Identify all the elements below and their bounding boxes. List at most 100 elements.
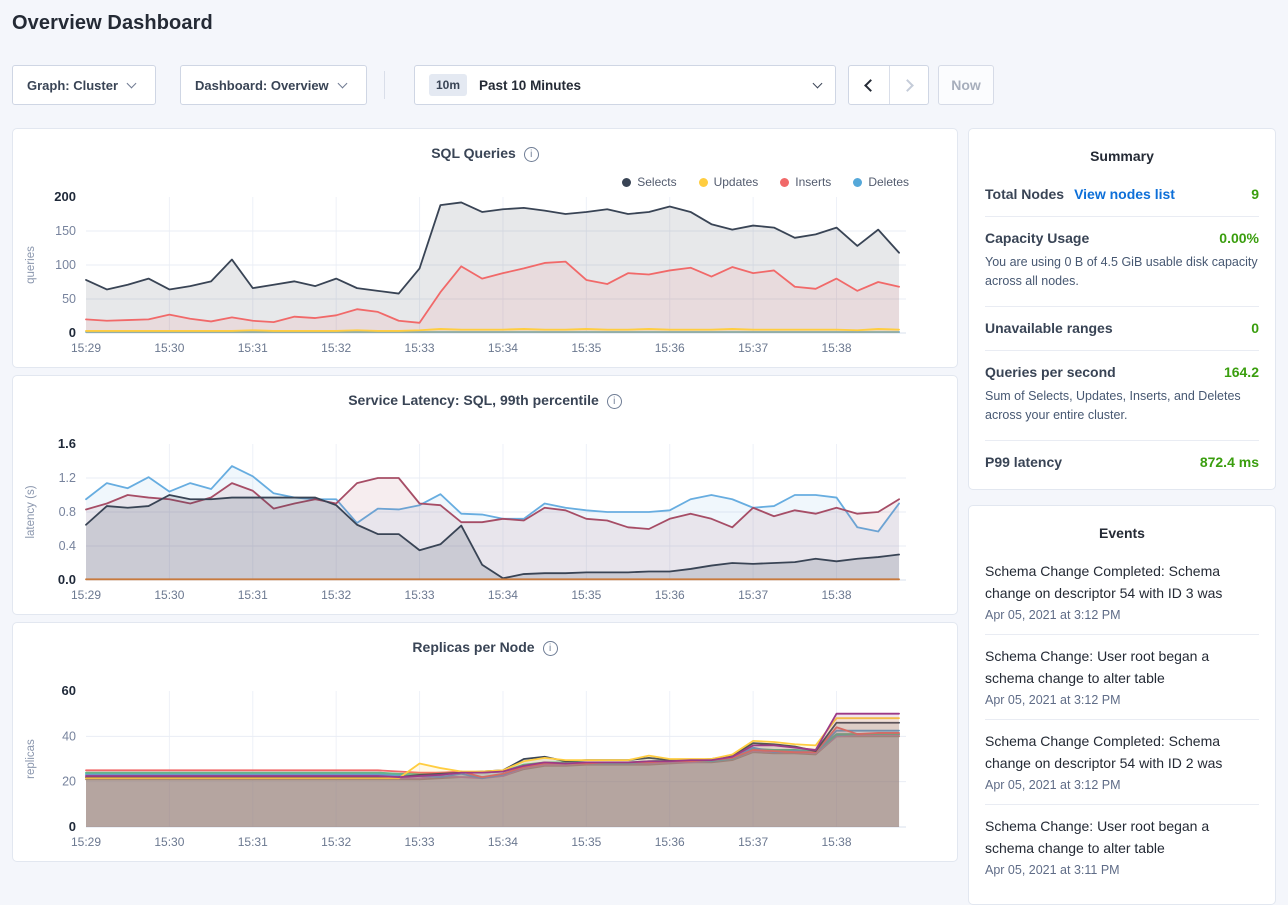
svg-text:15:32: 15:32 <box>321 588 351 602</box>
unavailable-ranges-label: Unavailable ranges <box>985 319 1113 336</box>
total-nodes-value: 9 <box>1251 186 1259 202</box>
event-text: Schema Change: User root began a schema … <box>985 647 1210 686</box>
svg-text:15:35: 15:35 <box>571 588 601 602</box>
qps-label: Queries per second <box>985 363 1116 380</box>
time-range-badge: 10m <box>429 74 468 96</box>
svg-text:15:30: 15:30 <box>154 341 184 355</box>
summary-row-unavailable: Unavailable ranges 0 <box>985 307 1259 351</box>
capacity-description: You are using 0 B of 4.5 GiB usable disk… <box>985 255 1258 289</box>
view-nodes-list-link[interactable]: View nodes list <box>1074 186 1175 202</box>
time-next-button[interactable] <box>888 66 929 104</box>
svg-text:15:38: 15:38 <box>821 588 851 602</box>
svg-text:0: 0 <box>69 325 76 340</box>
time-range-dropdown[interactable]: 10m Past 10 Minutes <box>414 65 836 105</box>
chevron-right-icon <box>900 78 914 92</box>
replicas-title: Replicas per Node <box>412 639 535 655</box>
chart-legend: Selects Updates Inserts Deletes <box>622 175 909 189</box>
svg-text:15:29: 15:29 <box>71 341 101 355</box>
svg-text:1.2: 1.2 <box>59 471 76 485</box>
legend-item-selects[interactable]: Selects <box>622 175 677 189</box>
svg-text:0.4: 0.4 <box>59 539 76 553</box>
svg-text:15:38: 15:38 <box>821 341 851 355</box>
event-text: Schema Change: User root began a schema … <box>985 817 1210 856</box>
svg-text:200: 200 <box>54 189 76 204</box>
chart-title: SQL Queries <box>13 145 957 162</box>
svg-text:150: 150 <box>55 224 76 238</box>
legend-item-inserts[interactable]: Inserts <box>780 175 831 189</box>
svg-text:15:34: 15:34 <box>488 341 518 355</box>
event-item[interactable]: Schema Change Completed: Schema change o… <box>985 550 1259 635</box>
capacity-value: 0.00% <box>1219 230 1259 246</box>
svg-text:0.0: 0.0 <box>58 572 76 587</box>
svg-text:15:31: 15:31 <box>238 588 268 602</box>
chart-title: Replicas per Node <box>13 639 957 656</box>
svg-text:queries: queries <box>25 246 37 284</box>
qps-value: 164.2 <box>1223 363 1259 380</box>
event-item[interactable]: Schema Change: User root began a schema … <box>985 635 1259 720</box>
graph-dropdown[interactable]: Graph: Cluster <box>12 65 156 105</box>
svg-text:15:36: 15:36 <box>655 588 685 602</box>
info-icon[interactable] <box>523 147 539 162</box>
summary-body: Total Nodes View nodes list 9 Capacity U… <box>969 173 1275 484</box>
service-latency-chart[interactable]: 0.0 0.4 0.8 1.2 1.6 15:29 15:30 15:31 15:32 15:33… <box>13 432 959 608</box>
svg-text:15:37: 15:37 <box>738 341 768 355</box>
dashboard-dropdown-label: Dashboard: Overview <box>195 77 329 93</box>
event-item[interactable]: Schema Change Completed: Schema change o… <box>985 720 1259 805</box>
info-icon[interactable] <box>606 394 622 409</box>
chevron-down-icon <box>337 78 348 89</box>
svg-text:15:33: 15:33 <box>405 341 435 355</box>
summary-row-capacity: Capacity Usage 0.00% You are using 0 B o… <box>985 217 1259 307</box>
svg-text:50: 50 <box>62 292 76 306</box>
graph-dropdown-label: Graph: Cluster <box>27 77 119 93</box>
svg-text:15:36: 15:36 <box>655 341 685 355</box>
event-item[interactable]: Schema Change: User root began a schema … <box>985 805 1259 889</box>
svg-text:15:34: 15:34 <box>488 588 518 602</box>
event-text: Schema Change Completed: Schema change o… <box>985 732 1223 771</box>
p99-latency-value: 872.4 ms <box>1199 453 1259 470</box>
svg-text:latency (s): latency (s) <box>25 485 37 538</box>
svg-text:15:35: 15:35 <box>571 835 601 849</box>
svg-text:15:32: 15:32 <box>321 835 351 849</box>
legend-item-deletes[interactable]: Deletes <box>853 175 909 189</box>
chart-title: Service Latency: SQL, 99th percentile <box>13 392 957 409</box>
svg-text:replicas: replicas <box>25 739 37 779</box>
svg-text:15:29: 15:29 <box>71 835 101 849</box>
summary-panel: Summary Total Nodes View nodes list 9 Ca… <box>968 128 1276 490</box>
now-button-label: Now <box>951 77 981 93</box>
legend-label: Selects <box>637 175 677 189</box>
legend-dot-icon <box>622 177 632 187</box>
legend-label: Deletes <box>868 175 909 189</box>
svg-text:15:33: 15:33 <box>405 835 435 849</box>
events-body: Schema Change Completed: Schema change o… <box>969 550 1275 889</box>
summary-row-total-nodes: Total Nodes View nodes list 9 <box>985 173 1259 217</box>
capacity-label: Capacity Usage <box>985 230 1090 246</box>
chevron-down-icon <box>812 78 823 89</box>
svg-text:20: 20 <box>62 775 76 789</box>
time-prev-button[interactable] <box>849 66 889 104</box>
svg-text:15:30: 15:30 <box>154 835 184 849</box>
replicas-chart[interactable]: 0 20 40 60 15:29 15:30 15:31 15:32 15:33 15:34 15:… <box>13 679 959 855</box>
replicas-per-node-card: Replicas per Node 0 20 40 60 15:29 15:30 15:31… <box>12 622 958 862</box>
svg-text:15:36: 15:36 <box>655 835 685 849</box>
event-timestamp: Apr 05, 2021 at 3:12 PM <box>985 607 1121 622</box>
page-title: Overview Dashboard <box>12 12 213 34</box>
legend-item-updates[interactable]: Updates <box>698 175 758 189</box>
legend-dot-icon <box>780 177 790 187</box>
summary-row-p99: P99 latency 872.4 ms <box>985 441 1259 484</box>
dashboard-dropdown[interactable]: Dashboard: Overview <box>180 65 367 105</box>
service-latency-title: Service Latency: SQL, 99th percentile <box>348 392 599 408</box>
svg-text:60: 60 <box>62 683 76 698</box>
event-timestamp: Apr 05, 2021 at 3:11 PM <box>985 862 1120 877</box>
sql-queries-chart[interactable]: 0 50 100 150 200 15:29 15:30 15:31 15:32 15:33 15:… <box>13 185 959 361</box>
svg-text:15:35: 15:35 <box>571 341 601 355</box>
event-timestamp: Apr 05, 2021 at 3:12 PM <box>985 692 1121 707</box>
now-button[interactable]: Now <box>938 65 994 105</box>
events-panel: Events Schema Change Completed: Schema c… <box>968 505 1276 905</box>
svg-text:15:37: 15:37 <box>738 835 768 849</box>
svg-text:1.6: 1.6 <box>58 436 76 451</box>
svg-text:15:32: 15:32 <box>321 341 351 355</box>
legend-dot-icon <box>853 177 863 187</box>
info-icon[interactable] <box>542 641 558 656</box>
event-timestamp: Apr 05, 2021 at 3:12 PM <box>985 777 1121 792</box>
sql-queries-card: SQL Queries Selects Updates Inserts Deletes… <box>12 128 958 368</box>
